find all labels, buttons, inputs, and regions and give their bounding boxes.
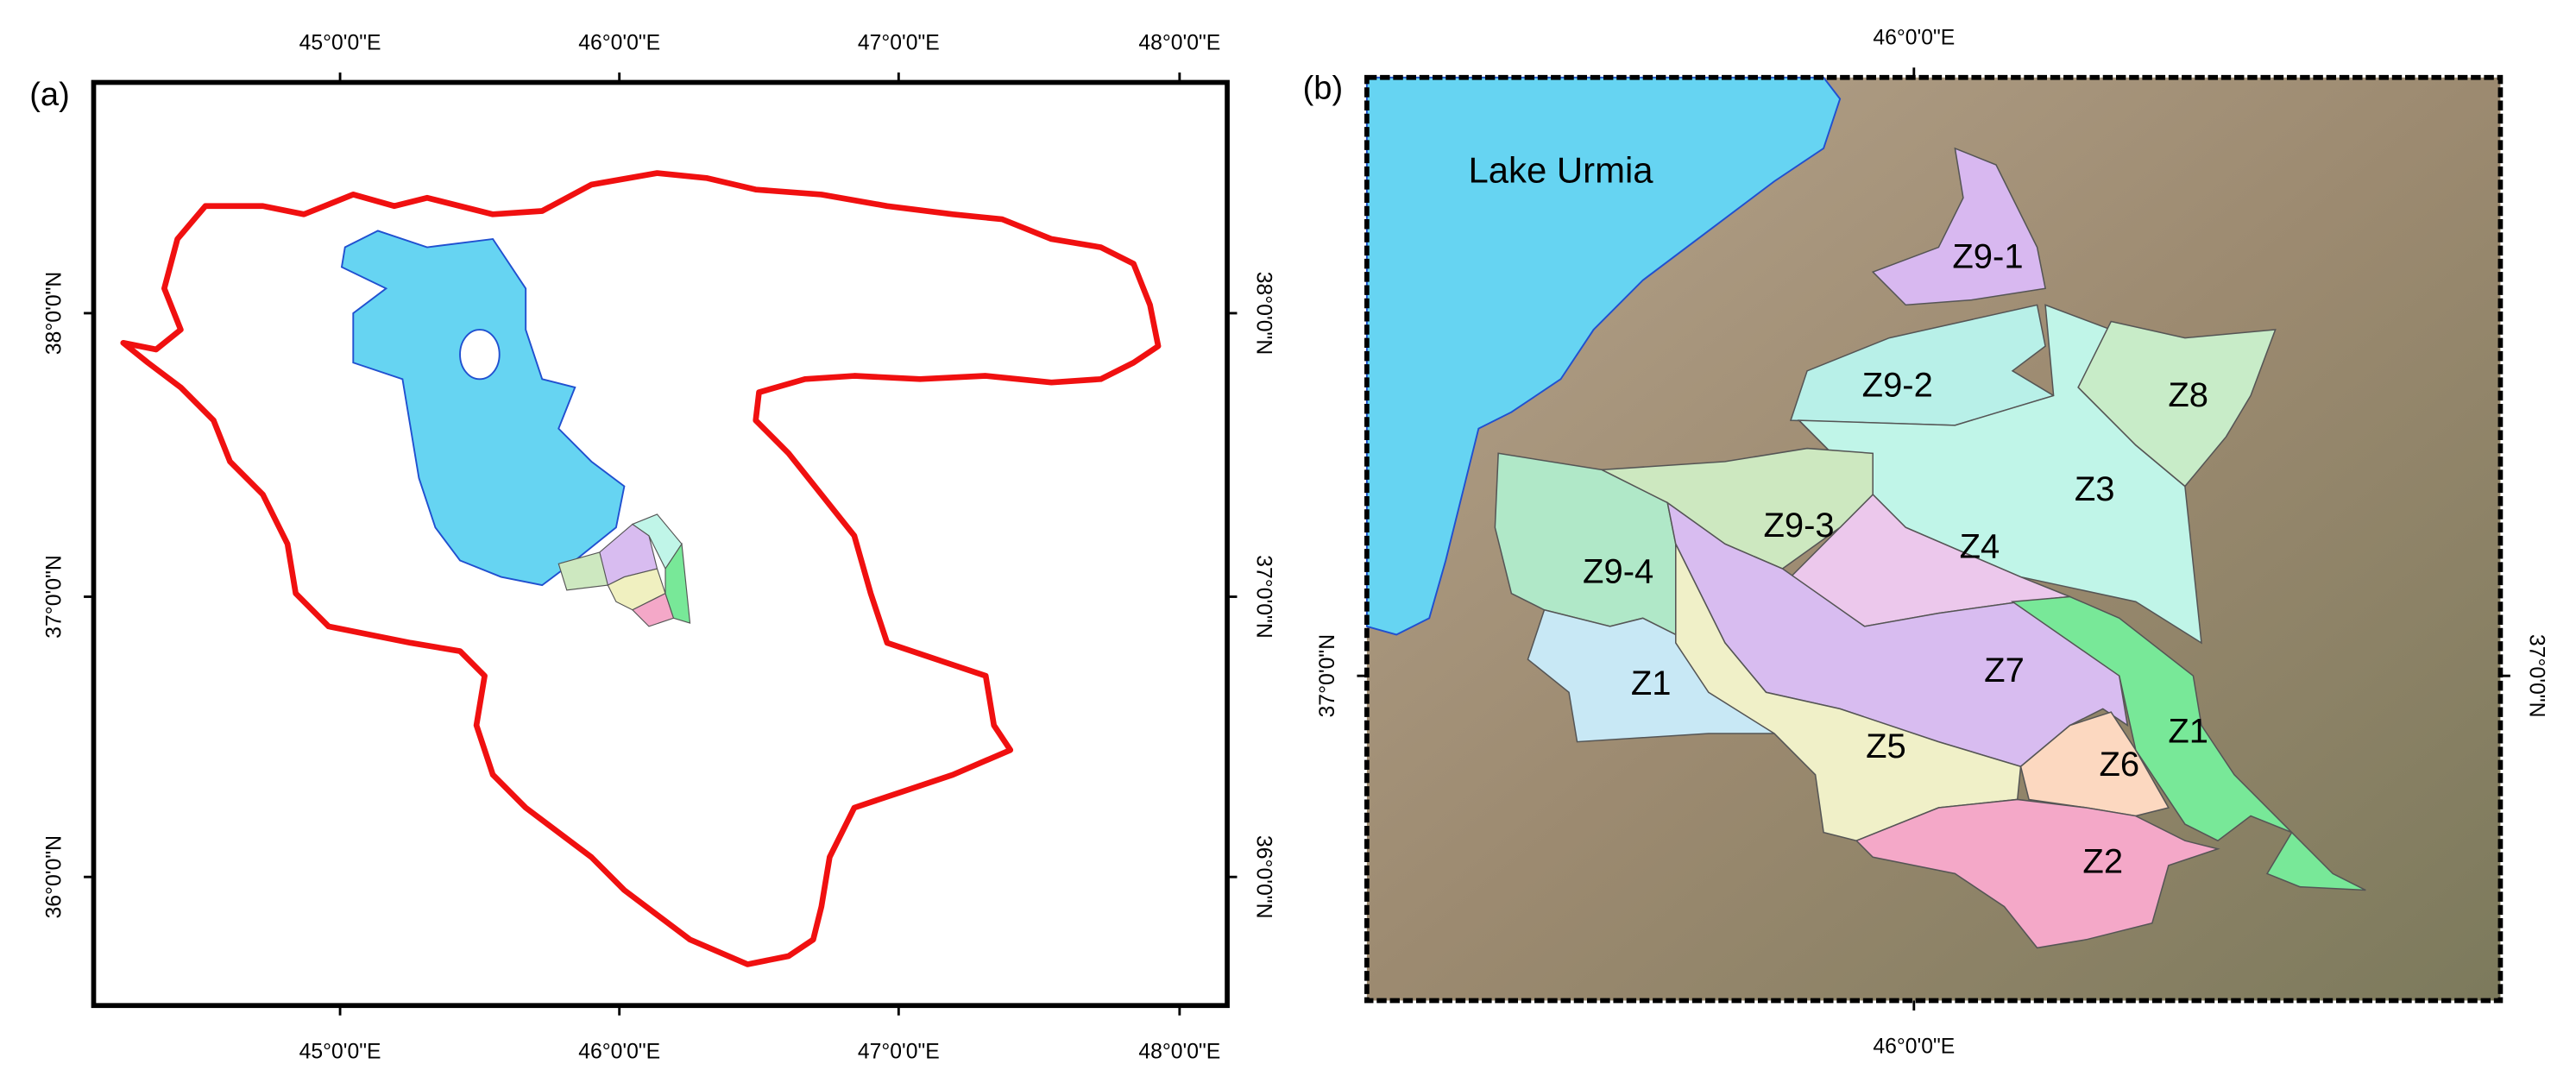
coord-label: 46°0'0"E [1873,27,1955,50]
coord-label: 36°0'0"N [1251,835,1275,919]
lake [1365,76,1842,636]
study-area [557,513,691,627]
zone-label: Z1 [1631,664,1672,702]
zone-label: Z8 [2168,376,2208,414]
coord-label: 38°0'0"N [42,272,66,356]
zone-label: Z4 [1960,528,2000,566]
coord-label: 37°0'0"N [1251,555,1275,639]
coord-label: 37°0'0"N [2525,634,2548,718]
zone-label: Z2 [2082,842,2123,880]
coord-label: 37°0'0"N [42,555,66,639]
coord-label: 38°0'0"N [1251,272,1275,356]
map-frame [1364,74,2504,1004]
panel-b: (b) Lake Urmia Z9-1 Z9-2 Z8 Z3 Z9-3 Z4 Z… [1303,70,2504,1004]
coord-label: 46°0'0"E [1873,1036,1955,1059]
zone-label: Z9-2 [1862,366,1933,404]
lake-label: Lake Urmia [1468,150,1653,191]
coord-label: 45°0'0"E [299,1040,381,1063]
zone [2077,320,2277,488]
zone-label: Z6 [2099,746,2139,784]
zone-label: Z5 [1866,727,1906,765]
panel-a: (a) [29,76,1230,1009]
coord-label: 47°0'0"E [858,31,940,54]
coord-label: 48°0'0"E [1138,1040,1220,1063]
zone [2019,711,2170,817]
coord-label: 36°0'0"N [42,835,66,919]
zone [1855,798,2220,949]
basin-boundary [120,170,1162,967]
zone-label: Z1 [2168,713,2208,751]
zone-label: Z9-3 [1763,507,1834,545]
coord-label: 46°0'0"E [578,1040,660,1063]
zone-label: Z9-4 [1583,552,1653,590]
panel-label: (a) [29,76,70,113]
coord-label: 45°0'0"E [299,31,381,54]
coord-label: 37°0'0"N [1316,634,1339,718]
zone-label: Z3 [2075,470,2115,508]
panel-label: (b) [1303,70,1344,107]
zone-label: Z9-1 [1952,237,2023,275]
coordinate-labels: 45°0'0"E 45°0'0"E 46°0'0"E 46°0'0"E 47°0'0"E… [42,27,2548,1064]
coord-label: 48°0'0"E [1138,31,1220,54]
zone [1871,147,2047,306]
zone [2010,595,2366,891]
zone-label: Z7 [1984,652,2025,689]
coord-label: 46°0'0"E [578,31,660,54]
island [459,329,501,381]
coord-label: 47°0'0"E [858,1040,940,1063]
